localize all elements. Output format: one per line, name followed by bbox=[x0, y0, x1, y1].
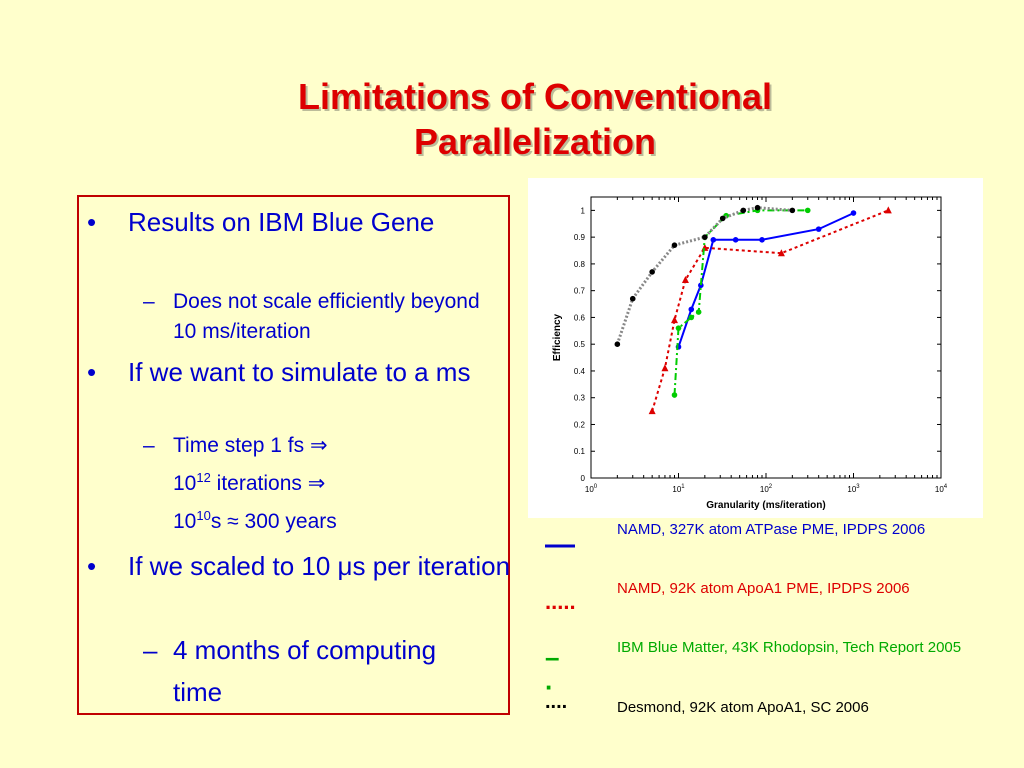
title-line-1: Limitations of Conventional bbox=[298, 76, 772, 117]
y-tick-label: 0.9 bbox=[574, 233, 586, 242]
y-tick-label: 0.2 bbox=[574, 420, 586, 429]
bullet-text-box: • Results on IBM Blue Gene – Does not sc… bbox=[77, 195, 510, 715]
series-1-point bbox=[777, 249, 785, 257]
legend-label: NAMD, 327K atom ATPase PME, IPDPS 2006 bbox=[617, 521, 926, 538]
sub-bullet-dash: – bbox=[143, 434, 155, 457]
series-1-point bbox=[681, 275, 689, 283]
series-0-point bbox=[698, 282, 704, 289]
x-axis-label: Granularity (ms/iteration) bbox=[706, 500, 825, 511]
legend-label: NAMD, 92K atom ApoA1 PME, IPDPS 2006 bbox=[617, 580, 910, 597]
bullet-dot: • bbox=[87, 357, 97, 387]
y-tick-label: 0.8 bbox=[574, 260, 586, 269]
y-tick-label: 0.4 bbox=[574, 367, 586, 376]
series-3-point bbox=[754, 204, 761, 211]
series-line-0 bbox=[677, 212, 854, 348]
implies-symbol: ⇒ bbox=[307, 472, 326, 495]
series-0-point bbox=[732, 237, 739, 243]
y-axis-label: Efficiency bbox=[552, 313, 563, 361]
series-line-3 bbox=[615, 206, 793, 345]
series-1-point bbox=[670, 316, 678, 324]
legend-line-dotted-black: .... bbox=[545, 691, 568, 713]
sub-bullet-text: 4 months of computing time bbox=[173, 635, 437, 707]
series-3-point bbox=[740, 207, 747, 214]
series-0-point bbox=[759, 237, 765, 243]
series-0-point bbox=[815, 226, 822, 232]
series-3-point bbox=[702, 234, 708, 240]
series-1-point bbox=[661, 364, 669, 372]
sub-bullet-text: Does not scale efficiently beyond 10 ms/… bbox=[173, 290, 480, 343]
legend-line-dotted: ..... bbox=[545, 589, 576, 614]
series-line-2 bbox=[673, 209, 808, 396]
bullet-text: If we want to simulate to a ms bbox=[128, 357, 471, 387]
series-3-point bbox=[789, 207, 796, 214]
series-2-point bbox=[671, 392, 678, 398]
y-tick-label: 0.3 bbox=[574, 394, 586, 403]
sub-bullet-dash: – bbox=[143, 290, 155, 313]
x-tick-label: 101 bbox=[672, 484, 685, 494]
series-3-point bbox=[649, 269, 655, 275]
series-0-point bbox=[850, 210, 857, 216]
legend-line-dashdot: – · bbox=[545, 642, 560, 702]
y-tick-label: 0 bbox=[581, 474, 586, 483]
series-1-point bbox=[884, 206, 892, 214]
series-3-point bbox=[671, 242, 678, 248]
series-3-point bbox=[614, 341, 621, 347]
series-3-point bbox=[719, 215, 726, 222]
series-0-point bbox=[688, 306, 695, 313]
bullet-text: If we scaled to 10 μs per iteration bbox=[128, 551, 511, 581]
series-2-point bbox=[804, 207, 811, 214]
implies-symbol: ⇒ bbox=[309, 434, 328, 457]
sub-bullet-line-1: Time step 1 fs ⇒ bbox=[173, 434, 328, 457]
y-tick-label: 0.7 bbox=[574, 287, 586, 296]
y-tick-label: 0.1 bbox=[574, 447, 586, 456]
series-3-point bbox=[629, 295, 636, 302]
legend-label: IBM Blue Matter, 43K Rhodopsin, Tech Rep… bbox=[617, 639, 962, 656]
legend-line-solid: — bbox=[545, 528, 575, 561]
sub-bullet-line-2: 1012 iterations ⇒ bbox=[173, 470, 326, 495]
y-tick-label: 1 bbox=[581, 206, 586, 215]
bullet-text: Results on IBM Blue Gene bbox=[128, 207, 435, 237]
x-tick-label: 100 bbox=[585, 484, 598, 494]
title-line-2: Parallelization bbox=[413, 121, 657, 162]
x-tick-label: 103 bbox=[847, 484, 860, 494]
efficiency-chart: 0 0.1 0.2 0.3 0.4 0.5 0.6 0.7 0.8 0.9 1 100 101 102 10… bbox=[528, 178, 983, 518]
sub-bullet-item: – Time step 1 fs ⇒ 1012 iterations ⇒ 101… bbox=[143, 431, 503, 546]
bullet-dot: • bbox=[87, 551, 97, 581]
series-0-point bbox=[710, 237, 717, 243]
sub-bullet-line-3: 1010s ≈ 300 years bbox=[173, 508, 337, 533]
bullet-dot: • bbox=[87, 207, 97, 237]
series-2-point bbox=[688, 314, 695, 321]
y-tick-label: 0.6 bbox=[574, 313, 586, 322]
slide-title: Limitations of Conventional Parallelizat… bbox=[170, 74, 900, 164]
sub-bullet-dash: – bbox=[143, 635, 158, 665]
series-2-point bbox=[675, 325, 682, 331]
series-1-point bbox=[648, 407, 656, 415]
y-tick-label: 0.5 bbox=[574, 340, 586, 349]
x-tick-label: 102 bbox=[760, 484, 773, 494]
x-tick-label: 104 bbox=[935, 484, 948, 494]
legend-label: Desmond, 92K atom ApoA1, SC 2006 bbox=[617, 699, 869, 716]
series-2-point bbox=[695, 309, 702, 315]
